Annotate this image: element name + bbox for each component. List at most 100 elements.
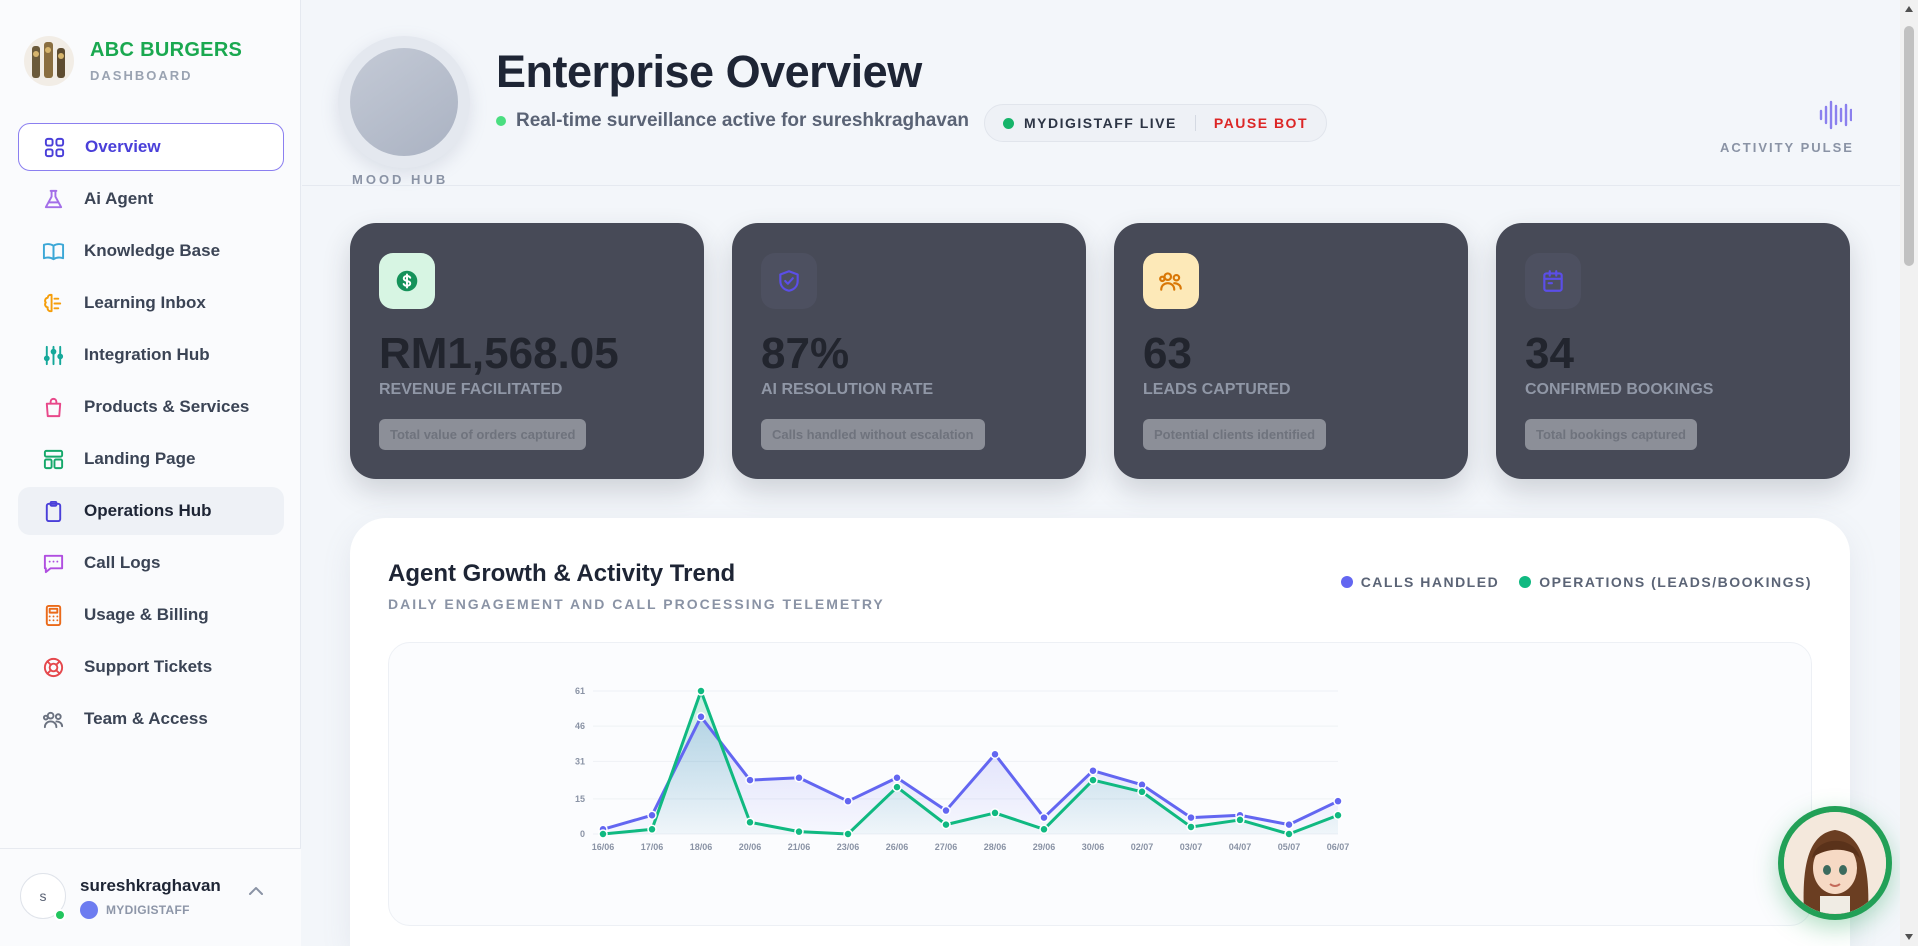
sidebar-item-label: Overview — [85, 137, 161, 156]
stat-label: AI Resolution Rate — [761, 381, 934, 398]
data-point — [794, 772, 804, 783]
sidebar-item-label: Knowledge Base — [84, 241, 221, 260]
mood-orb-core — [350, 48, 458, 156]
sidebar: ABC BURGERS DASHBOARD Overview Ai Agent Kn… — [0, 0, 301, 946]
brand-subtitle: DASHBOARD — [90, 68, 193, 83]
x-tick-label: 27/06 — [935, 842, 958, 852]
data-point — [794, 826, 804, 837]
sidebar-item-support-tickets[interactable]: Support Tickets — [18, 643, 284, 691]
sidebar-item-label: Learning Inbox — [84, 293, 206, 312]
stat-card[interactable]: RM1,568.05 Revenue Facilitated Total value… — [350, 223, 704, 479]
sidebar-item-usage-billing[interactable]: Usage & Billing — [18, 591, 284, 639]
x-tick-label: 02/07 — [1131, 842, 1154, 852]
sidebar-item-call-logs[interactable]: Call Logs — [18, 539, 284, 587]
growth-trend-panel: Agent Growth & Activity Trend DAILY ENGA… — [350, 518, 1850, 946]
bot-status-pill: MYDIGISTAFF LIVE PAUSE BOT — [984, 104, 1327, 142]
x-tick-label: 05/07 — [1278, 842, 1301, 852]
calendar-icon — [1525, 253, 1581, 309]
status-text: Real-time surveillance active for suresh… — [516, 110, 970, 131]
stat-value: 34 — [1525, 329, 1574, 378]
calculator-icon — [40, 602, 66, 628]
data-point — [892, 782, 902, 792]
data-point — [1137, 787, 1147, 797]
legend-swatch — [1519, 576, 1532, 588]
panel-subtitle: DAILY ENGAGEMENT AND CALL PROCESSING TEL… — [388, 596, 885, 612]
org-icon — [80, 901, 98, 919]
shield-check-icon — [761, 253, 817, 309]
user-profile[interactable]: s sureshkraghavan MYDIGISTAFF — [0, 848, 301, 946]
sidebar-nav: Overview Ai Agent Knowledge Base Learning I… — [18, 123, 284, 747]
y-tick-label: 31 — [575, 756, 585, 766]
stat-card[interactable]: 87% AI Resolution Rate Calls handled witho… — [732, 223, 1086, 479]
data-point — [1186, 822, 1196, 832]
activity-pulse-icon[interactable] — [1818, 98, 1853, 137]
stat-value: 87% — [761, 329, 850, 378]
flask-icon — [40, 186, 66, 212]
legend-item[interactable]: OPERATIONS (LEADS/BOOKINGS) — [1519, 574, 1812, 590]
data-point — [1284, 819, 1294, 830]
activity-pulse-label: ACTIVITY PULSE — [1720, 140, 1854, 155]
data-point — [1333, 796, 1343, 806]
sidebar-item-label: Team & Access — [84, 709, 208, 728]
scrollbar-thumb[interactable] — [1904, 26, 1914, 266]
sidebar-item-overview[interactable]: Overview — [18, 123, 284, 171]
scroll-down-arrow[interactable] — [1905, 934, 1913, 940]
assistant-avatar-button[interactable] — [1778, 806, 1892, 920]
grid-icon — [41, 134, 67, 160]
stat-label: Revenue Facilitated — [379, 381, 563, 398]
mood-hub-orb[interactable] — [338, 36, 470, 168]
data-point — [892, 772, 902, 783]
stat-value: RM1,568.05 — [379, 329, 619, 378]
chart-legend: CALLS HANDLED OPERATIONS (LEADS/BOOKINGS) — [1321, 574, 1812, 590]
trend-chart: 0 15 31 46 61 16/06 17/06 18/06 20/06 21/06 23/06 2… — [575, 686, 1349, 852]
data-point — [598, 829, 608, 839]
sidebar-item-label: Usage & Billing — [84, 605, 209, 624]
sidebar-item-knowledge-base[interactable]: Knowledge Base — [18, 227, 284, 275]
sidebar-item-label: Call Logs — [84, 553, 161, 572]
legend-swatch — [1340, 576, 1353, 588]
sidebar-item-ai-agent[interactable]: Ai Agent — [18, 175, 284, 223]
stat-card[interactable]: 34 Confirmed Bookings Total bookings captu… — [1496, 223, 1850, 479]
data-point — [843, 796, 853, 806]
sidebar-item-label: Landing Page — [84, 449, 196, 468]
brand[interactable]: ABC BURGERS DASHBOARD — [24, 36, 242, 86]
data-point — [647, 824, 657, 835]
user-name: sureshkraghavan — [80, 876, 221, 895]
sidebar-item-operations-hub[interactable]: Operations Hub — [18, 487, 284, 535]
chat-icon — [40, 550, 66, 576]
assistant-avatar-image — [1784, 812, 1886, 914]
user-org: MYDIGISTAFF — [80, 901, 190, 919]
sidebar-item-team-access[interactable]: Team & Access — [18, 695, 284, 743]
legend-item[interactable]: CALLS HANDLED — [1340, 574, 1500, 590]
x-tick-label: 03/07 — [1180, 842, 1203, 852]
chevron-up-icon[interactable] — [246, 881, 266, 906]
legend-label: CALLS HANDLED — [1360, 574, 1500, 590]
stat-card[interactable]: 63 Leads Captured Potential clients identi… — [1114, 223, 1468, 479]
sidebar-item-landing-page[interactable]: Landing Page — [18, 435, 284, 483]
sidebar-item-products-services[interactable]: Products & Services — [18, 383, 284, 431]
data-point — [1088, 765, 1098, 776]
data-point — [1186, 812, 1196, 823]
stat-note: Total bookings captured — [1525, 419, 1697, 450]
lifebuoy-icon — [40, 654, 66, 680]
data-point — [941, 805, 951, 816]
pause-bot-button[interactable]: PAUSE BOT — [1213, 115, 1308, 131]
sidebar-item-learning-inbox[interactable]: Learning Inbox — [18, 279, 284, 327]
data-point — [696, 712, 706, 722]
data-point — [990, 749, 1000, 760]
stat-label: Confirmed Bookings — [1525, 381, 1714, 398]
shopping-bag-icon — [40, 394, 66, 420]
sidebar-item-label: Products & Services — [84, 397, 250, 416]
panel-title: Agent Growth & Activity Trend — [388, 560, 736, 587]
layout-icon — [40, 446, 66, 472]
data-point — [1235, 815, 1245, 825]
sidebar-item-integration-hub[interactable]: Integration Hub — [18, 331, 284, 379]
scroll-up-arrow[interactable] — [1905, 6, 1913, 12]
page-scrollbar[interactable] — [1900, 0, 1918, 946]
sidebar-item-label: Support Tickets — [84, 657, 213, 676]
stat-note: Potential clients identified — [1143, 419, 1327, 450]
live-dot — [1003, 117, 1014, 129]
main-content: MOOD HUB Enterprise Overview Real-time s… — [302, 0, 1900, 946]
brain-icon — [40, 290, 66, 316]
online-status-dot — [54, 909, 66, 921]
